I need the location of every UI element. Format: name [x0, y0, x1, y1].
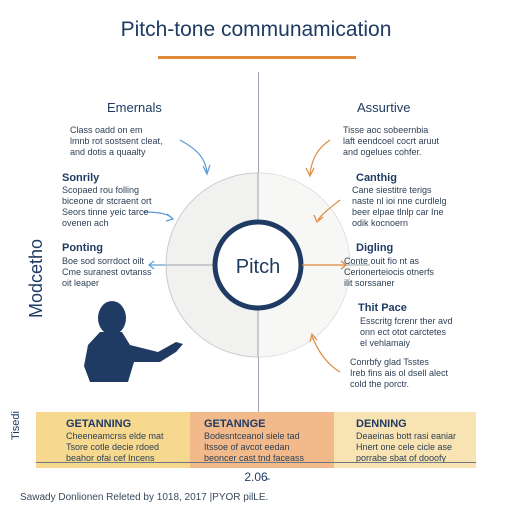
person-silhouette-icon [84, 301, 183, 382]
arrow-right-mid-head [313, 214, 324, 223]
arrow-right-low-head [340, 260, 347, 270]
bottom-col-3-text: Deaeinas bott rasi eaniar Hnert one cele… [356, 431, 457, 463]
right-block-3-title: Digling [356, 242, 394, 254]
left-block-1-text: Class oadd on em lmnb rot sostsent cleat… [70, 125, 163, 157]
arrow-right-top-head [305, 167, 315, 178]
page-title: Pitch-tone communamication [120, 18, 392, 41]
right-block-1-text: Tisse aoc sobeernbia laft eendcoel cocrt… [343, 125, 440, 157]
arrow-left-top-head [202, 164, 211, 176]
arrow-right-mid [317, 199, 341, 221]
left-block-3-title: Ponting [62, 242, 103, 254]
pitch-circle [212, 219, 304, 311]
title-underline [158, 56, 356, 59]
bottom-panel-middle [190, 412, 334, 468]
right-block-4-text: Esscritg fcrenr ther avd onn ect otot ca… [360, 316, 453, 348]
arrow-right-bottom-head [309, 332, 318, 343]
bottom-col-3-title: DENNING [356, 418, 407, 430]
bottom-col-2-text: Bodesntceanol siele tad Itssoe of avcot … [204, 431, 305, 463]
arrow-right-top [309, 139, 331, 175]
footer-credit: Sawady Donlionen Releted by 1018, 2017 |… [20, 492, 269, 503]
right-block-3-text: Conte ouit fio nt as Cerionerteiocis otn… [344, 256, 435, 288]
bottom-side-label: Tisedi [10, 411, 22, 440]
left-header: Emernals [107, 100, 162, 115]
left-block-3-text: Boe sod sorrdoct oilt Cme suranest ovtan… [62, 256, 152, 288]
right-block-4-title: Thit Pace [358, 302, 407, 314]
left-block-2-text: Scopaed rou folling biceone dr stcraent … [62, 185, 152, 228]
right-block-5-text: Conrbfy glad Tsstes Ireb fins ais ol dse… [350, 357, 449, 389]
bottom-col-1-text: Cheeneamcrss elde mat Tsore cotle decie … [66, 431, 164, 463]
arrow-left-top [179, 139, 208, 173]
right-block-2-title: Canthig [356, 172, 397, 184]
right-block-2-text: Cane siestitre terigs naste nl ioi nne c… [352, 185, 447, 228]
arrow-right-bottom [311, 335, 341, 373]
vertical-side-label: Modcetho [26, 238, 46, 318]
arrow-left-low-head [148, 260, 155, 270]
arrow-left-mid-head [165, 213, 175, 222]
left-block-2-title: Sonrily [62, 172, 100, 184]
right-header: Assurtive [357, 100, 411, 115]
bottom-col-2-title: GETANNGE [204, 418, 266, 430]
bottom-panel-right [334, 412, 476, 468]
year-rule [36, 462, 476, 463]
pitch-label: Pitch [235, 256, 281, 278]
bottom-col-1-title: GETANNING [66, 418, 132, 430]
year-label: 2.06̵ [244, 470, 268, 484]
